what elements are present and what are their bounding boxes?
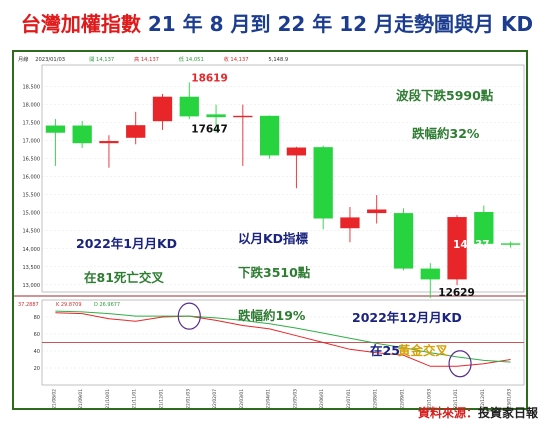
price-header-volume: 5,148.9 (268, 57, 288, 63)
x-axis-date-label: 2023/01/03 (507, 389, 513, 408)
annotation-death-cross: 在81死亡交叉 (84, 270, 164, 285)
chart-panel: 月線 2023/01/03 開 14,137 高 14,137 低 14,051 收 14… (12, 50, 528, 410)
candle-body (179, 96, 199, 117)
price-header-open: 開 14,137 (89, 56, 114, 63)
candle-body (393, 213, 414, 269)
x-axis-date-label: 2022/12/01 (480, 389, 486, 408)
candle-body (420, 268, 440, 280)
x-axis-date-label: 2021/11/01 (132, 389, 138, 408)
kd-y-tick-label: 80 (34, 315, 40, 321)
candle-body (152, 96, 173, 122)
x-axis-date-label: 2022/04/01 (266, 389, 272, 408)
candle-body (233, 115, 253, 118)
x-axis-date-label: 2021/12/01 (159, 389, 165, 408)
x-axis-date-label: 2022/10/03 (426, 389, 432, 408)
death-cross-circle (177, 302, 201, 330)
index-kd-chart: 月線 2023/01/03 開 14,137 高 14,137 低 14,051 收 14… (14, 55, 526, 408)
price-y-tick-label: 13,500 (23, 265, 41, 271)
price-y-tick-label: 16,500 (23, 157, 41, 163)
price-y-tick-label: 18,500 (23, 85, 41, 91)
price-y-tick-label: 14,500 (23, 229, 41, 235)
price-header-close: 收 14,137 (224, 55, 249, 63)
kd-y-tick-label: 60 (34, 332, 40, 338)
x-axis-date-label: 2022/06/01 (319, 389, 325, 408)
annotation-kd-indicator: 以月KD指標 (238, 231, 309, 246)
annotation-kd-drop: 下跌3510點 (238, 265, 311, 280)
candle-body (259, 115, 280, 156)
x-axis-date-label: 2022/09/01 (400, 389, 406, 408)
annotation-golden-cross-prefix: 在25 (370, 343, 400, 358)
price-y-tick-label: 17,000 (23, 139, 41, 145)
candle-body (286, 147, 307, 156)
x-axis-date-label: 2022/01/03 (185, 389, 191, 408)
price-header-date: 2023/01/03 (35, 57, 65, 63)
price-y-tick-label: 18,000 (23, 103, 41, 109)
x-axis-date-label: 2022/11/01 (453, 389, 459, 408)
price-y-tick-label: 13,000 (23, 283, 41, 289)
annotation-wave-drop: 波段下跌5990點 (396, 88, 494, 103)
x-axis-date-label: 2022/02/07 (212, 389, 218, 408)
x-axis-date-label: 2022/03/01 (239, 389, 245, 408)
peak-value-label: 18619 (191, 72, 228, 84)
candle-body (367, 209, 387, 214)
x-axis-date-label: 2021/08/02 (51, 389, 57, 408)
annotation-kd-pct: 跌幅約19% (238, 308, 306, 323)
kd-line-d (55, 310, 511, 363)
chart-title: 台灣加權指數 21 年 8 月到 22 年 12 月走勢圖與月 KD (0, 10, 554, 38)
kd-y-tick-label: 20 (34, 366, 40, 372)
x-axis-date-label: 2021/09/01 (78, 389, 84, 408)
candle-body (45, 125, 66, 133)
annotation-golden-cross: 黃金交叉 (397, 343, 449, 358)
x-axis-date-label: 2022/07/01 (346, 389, 352, 408)
kd-y-tick-label: 40 (34, 349, 40, 355)
price-y-tick-label: 15,000 (23, 211, 41, 217)
kd-line-k (55, 312, 511, 367)
x-axis-date-label: 2021/10/01 (105, 389, 111, 408)
title-index-name: 台灣加權指數 (20, 12, 141, 36)
price-y-tick-label: 15,500 (23, 193, 41, 199)
candle-body (206, 114, 226, 118)
source-value: 投資家日報 (477, 406, 538, 420)
x-axis-date-label: 2022/08/01 (373, 389, 379, 408)
kd-header-k: K 29.8709 (56, 302, 82, 308)
candle-body (340, 217, 360, 229)
data-source: 資料來源：投資家日報 (418, 404, 538, 421)
kd-header-d: D 26.9677 (94, 302, 120, 308)
candle-body (500, 243, 521, 245)
kd-header-value: 37.2887 (18, 302, 39, 308)
last-value-label: 14137 (453, 239, 490, 251)
x-axis-date-label: 2022/05/03 (292, 389, 298, 408)
candle-body (99, 141, 119, 144)
post-peak-value-label: 17647 (191, 123, 228, 135)
annotation-jan-kd: 2022年1月月KD (76, 236, 177, 251)
price-header-high: 高 14,137 (134, 55, 159, 63)
price-plot-frame (41, 64, 525, 293)
candle-body (474, 212, 494, 244)
price-y-tick-label: 16,000 (23, 175, 41, 181)
price-y-tick-label: 17,500 (23, 121, 41, 127)
title-period: 21 年 8 月到 22 年 12 月走勢圖與月 KD (147, 12, 534, 36)
price-header-low: 低 14,051 (179, 55, 204, 63)
candle-body (72, 125, 92, 144)
golden-cross-circle (448, 350, 472, 378)
candle-body (126, 125, 146, 138)
annotation-wave-pct: 跌幅約32% (412, 126, 480, 141)
annotation-dec-kd: 2022年12月月KD (352, 310, 462, 325)
price-header-tag: 月線 (18, 55, 28, 63)
price-y-tick-label: 14,000 (23, 247, 41, 253)
candle-body (313, 147, 333, 219)
candle-body (447, 217, 467, 280)
bottom-value-label: 12629 (438, 287, 475, 299)
source-label: 資料來源： (417, 406, 478, 420)
